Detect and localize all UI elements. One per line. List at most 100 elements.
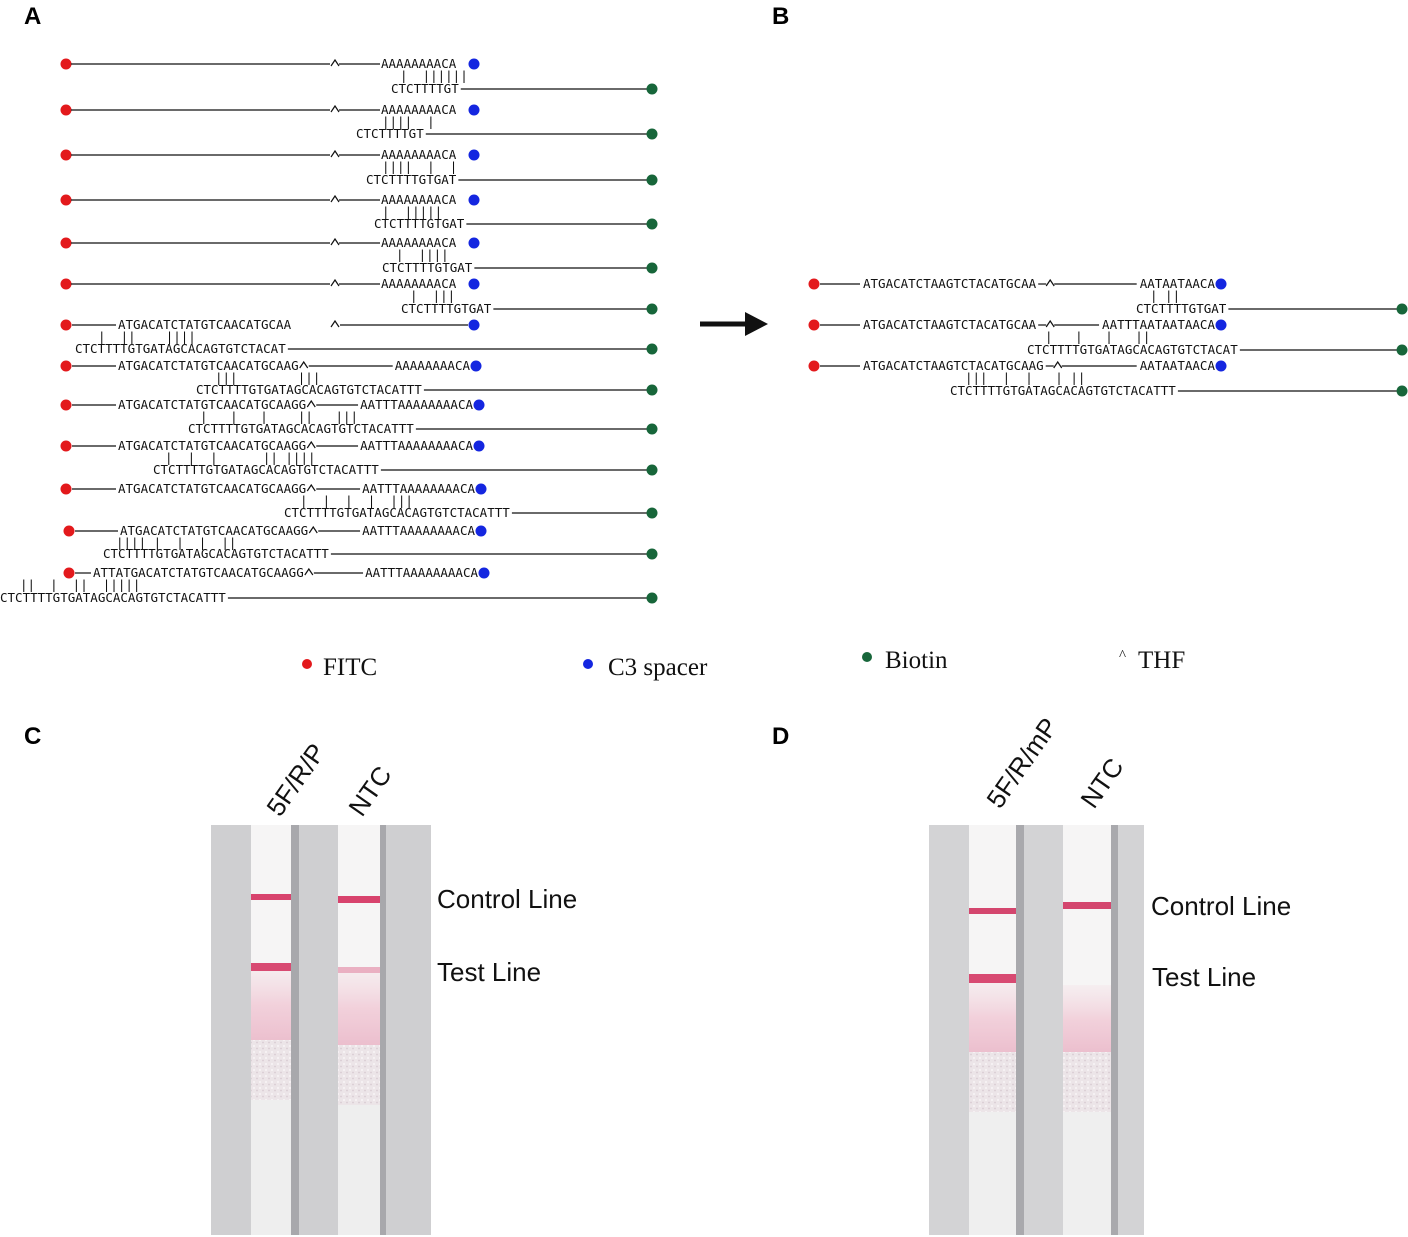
- legend-c3-label: C3 spacer: [608, 654, 708, 681]
- test-line-band: [338, 967, 380, 973]
- biotin-dot: [646, 592, 658, 604]
- mutant-probe-pair: ATGACATCTA A GTC T ACATGCAAG AA T AA T AACA||| | …: [808, 358, 1408, 398]
- biotin-dot: [1396, 344, 1408, 356]
- biotin-legend-dot: [862, 652, 872, 662]
- probe-sequence: GTC: [946, 358, 969, 373]
- probe-sequence: ACATGCAA: [976, 276, 1037, 291]
- probe-pair: ATGACATCTATGTCAACATGCAA| || ||||CTCTTTTG…: [60, 317, 658, 356]
- strip-label: 5F/R/mP: [980, 712, 1063, 813]
- test-line-label: Test Line: [437, 957, 541, 987]
- primer-sequence: CTCTTTTGTGATAGCACAGTGTCTACATTT: [103, 546, 329, 561]
- mutated-base: T: [968, 276, 976, 291]
- probe-sequence: AA: [1162, 276, 1178, 291]
- panel-label-b: B: [772, 3, 789, 30]
- base-pair-ticks: | | | || |||: [200, 409, 358, 424]
- mutant-probe-pair: ATGACATCTA A GTC T ACATGCAA AATTTAA T AA T AACA| …: [808, 317, 1408, 357]
- probe-sequence: AACA: [1185, 317, 1216, 332]
- base-pair-ticks: |||| |: [382, 114, 435, 129]
- mutated-base: T: [1155, 358, 1163, 373]
- control-line-band: [969, 908, 1016, 914]
- mutated-base: A: [938, 276, 946, 291]
- biotin-dot: [1396, 303, 1408, 315]
- fitc-dot: [63, 567, 75, 579]
- c3-spacer-dot: [468, 104, 480, 116]
- primer-sequence: CTCTTTTGTGATAGCACAGTGTCTACATTT: [0, 590, 226, 605]
- probe-sequence: AATTTAAAAAAAACA: [362, 523, 475, 538]
- panel-d-strip-photo: 5F/R/mP NTC Control Line Test Line: [929, 712, 1291, 1235]
- thf-caret-icon: ^: [1119, 648, 1126, 664]
- c3-spacer-dot: [468, 319, 480, 331]
- biotin-dot: [646, 128, 658, 140]
- c3-spacer-dot: [473, 399, 485, 411]
- probe-sequence: AAAAAAAACA: [381, 276, 457, 291]
- primer-sequence: CTCTTTTGT: [356, 126, 424, 141]
- primer-sequence: CTCTTTTGT: [391, 81, 459, 96]
- test-strip: [1063, 825, 1111, 1235]
- biotin-dot: [646, 83, 658, 95]
- base-pair-ticks: | | | ||: [1045, 329, 1150, 344]
- probe-sequence: AAAAAAAACA: [381, 192, 457, 207]
- legend: FITC C3 spacer Biotin ^ THF: [302, 647, 1185, 681]
- primer-sequence: CTCTTTTGTGATAGCACAGTGTCTACATTT: [950, 383, 1176, 398]
- base-pair-ticks: |||| | |: [382, 159, 457, 174]
- probe-sequence: AACA: [1185, 276, 1216, 291]
- photo-shadow: [1110, 825, 1118, 1235]
- probe-sequence: AA: [1162, 358, 1178, 373]
- base-pair-ticks: | |||: [410, 288, 455, 303]
- c3-spacer-dot: [470, 360, 482, 372]
- c3-spacer-dot: [475, 525, 487, 537]
- probe-sequence: AATTTAAAAAAAACA: [360, 438, 473, 453]
- thf-caret-icon: [308, 525, 318, 534]
- probe-sequence: ATGACATCTATGTCAACATGCAAG: [118, 358, 299, 373]
- test-line-band: [251, 963, 291, 971]
- fitc-dot: [60, 483, 72, 495]
- probe-sequence: AATTTAAAAAAAACA: [365, 565, 478, 580]
- thf-caret-icon: [330, 194, 340, 203]
- thf-caret-icon: [306, 399, 316, 408]
- thf-caret-icon: [304, 567, 314, 576]
- thf-caret-icon: [330, 278, 340, 287]
- c3-legend-dot: [583, 659, 593, 669]
- test-strip: [338, 825, 380, 1235]
- c3-spacer-dot: [478, 567, 490, 579]
- probe-sequence: ATTATGACATCTATGTCAACATGCAAGG: [93, 565, 304, 580]
- c3-spacer-dot: [1215, 278, 1227, 290]
- photo-background: [211, 825, 431, 1235]
- base-pair-ticks: | ||||||: [400, 68, 468, 83]
- probe-pair: AAAAAAAACA| ||||||CTCTTTTGT: [60, 56, 658, 96]
- biotin-dot: [646, 464, 658, 476]
- mutated-base: T: [1177, 276, 1185, 291]
- primer-sequence: CTCTTTTGTGAT: [382, 260, 473, 275]
- fitc-dot: [60, 104, 72, 116]
- fitc-dot: [808, 278, 820, 290]
- biotin-dot: [646, 303, 658, 315]
- biotin-dot: [646, 384, 658, 396]
- probe-pair: ATGACATCTATGTCAACATGCAAGG AATTTAAAAAAAACA…: [63, 523, 658, 561]
- c3-spacer-dot: [468, 237, 480, 249]
- probe-sequence: AAAAAAAACA: [381, 235, 457, 250]
- control-line-band: [338, 896, 380, 903]
- c3-spacer-dot: [468, 58, 480, 70]
- c3-spacer-dot: [473, 440, 485, 452]
- probe-sequence: AAAAAAAACA: [381, 147, 457, 162]
- probe-sequence: ATGACATCTATGTCAACATGCAAGG: [120, 523, 308, 538]
- control-line-label: Control Line: [1151, 891, 1291, 921]
- probe-pair: ATGACATCTATGTCAACATGCAAGG AATTTAAAAAAAACA…: [60, 397, 658, 436]
- probe-sequence: GTC: [946, 317, 969, 332]
- photo-shadow: [1015, 825, 1024, 1235]
- thf-caret-icon: [330, 149, 340, 158]
- probe-sequence: GTC: [946, 276, 969, 291]
- mutant-probe-pair: ATGACATCTA A GTC T ACATGCAA AA T AA T AACA| ||CTC…: [808, 276, 1408, 316]
- fitc-dot: [60, 399, 72, 411]
- thf-caret-icon: [306, 483, 316, 492]
- c3-spacer-dot: [1215, 360, 1227, 372]
- legend-fitc-label: FITC: [323, 654, 377, 681]
- probe-sequence: ATGACATCTA: [863, 358, 939, 373]
- fitc-dot: [60, 319, 72, 331]
- thf-caret-icon: [306, 440, 316, 449]
- probe-sequence: AACA: [1185, 358, 1216, 373]
- test-line-band: [969, 974, 1016, 983]
- probe-pair: AAAAAAAACA| |||||CTCTTTTGTGAT: [60, 192, 658, 231]
- probe-pair: AAAAAAAACA|||| |CTCTTTTGT: [60, 102, 658, 141]
- panel-c-strip-photo: 5F/R/P NTC Control Line Test Line: [211, 738, 577, 1235]
